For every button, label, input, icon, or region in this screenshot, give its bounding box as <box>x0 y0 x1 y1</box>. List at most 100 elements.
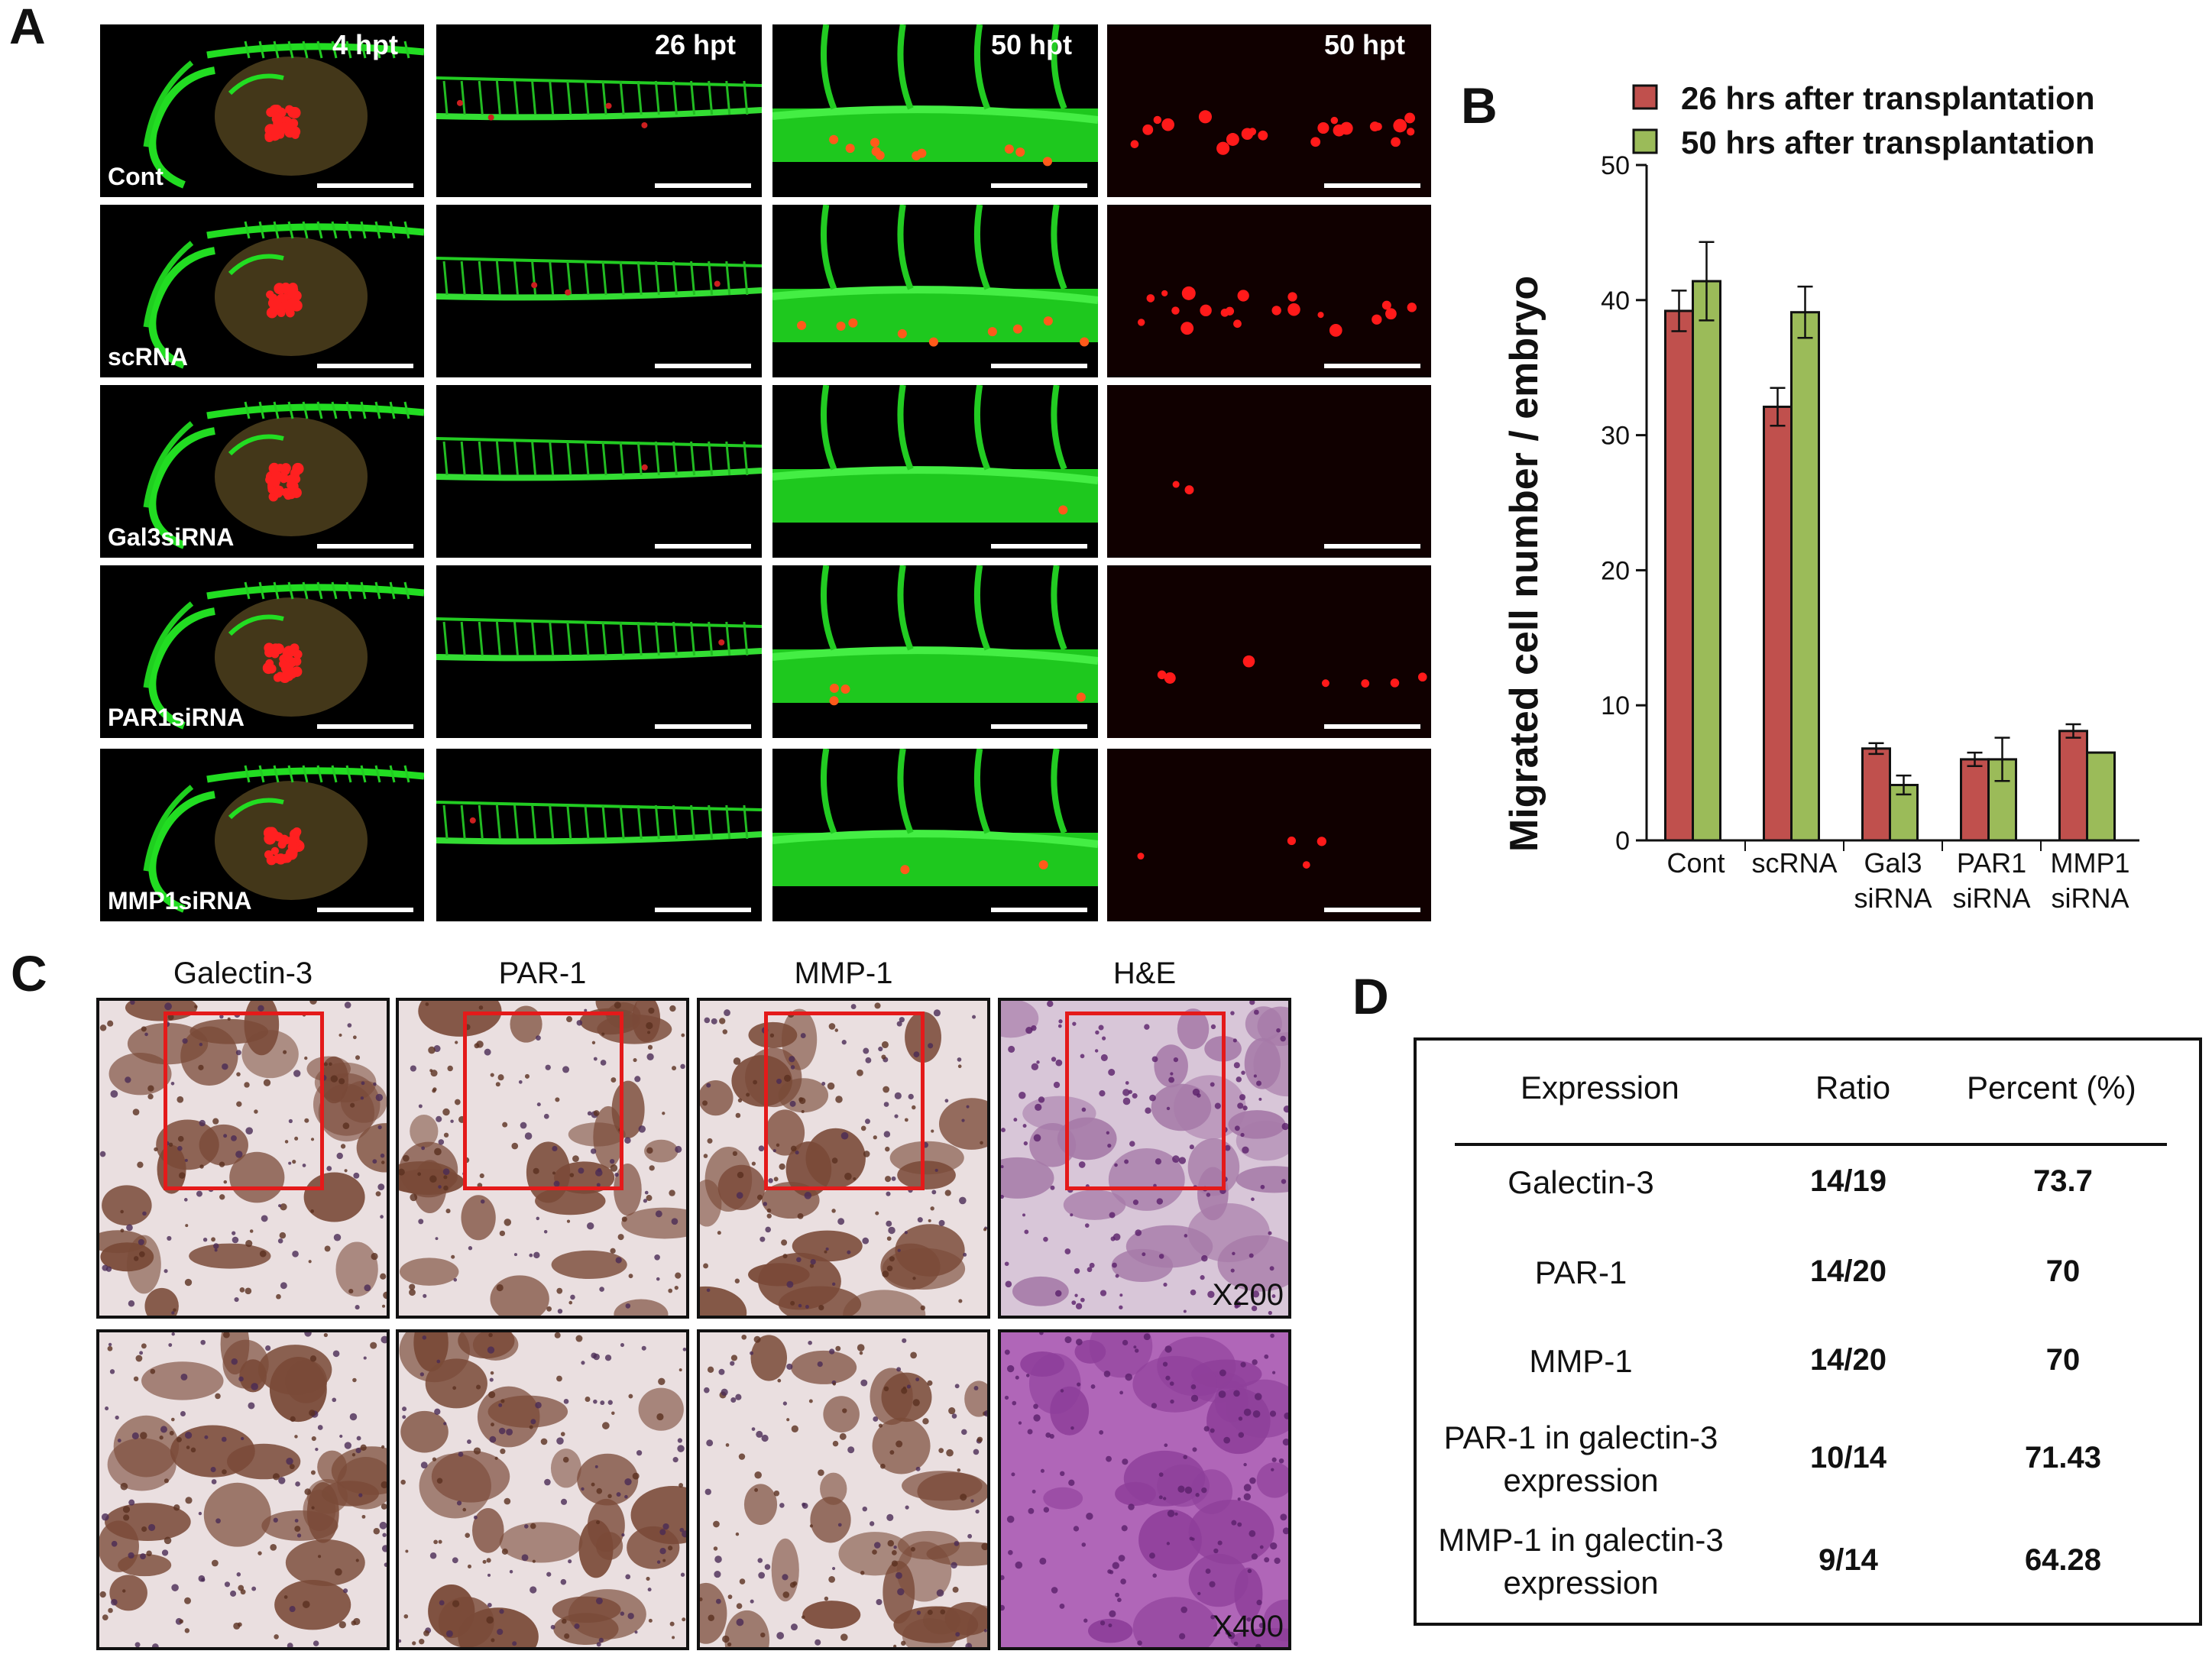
embryo-image <box>1107 565 1431 738</box>
condition-label: MMP1siRNA <box>108 887 252 914</box>
x-tick-label: Cont <box>1666 847 1725 879</box>
expression-cell: PAR-1 in galectin-3 expression <box>1432 1416 1730 1502</box>
embryo-image <box>1107 749 1431 921</box>
ihc-micrograph: X200 <box>998 998 1291 1319</box>
header-rule <box>1455 1143 2167 1146</box>
stain-title: PAR-1 <box>498 957 587 990</box>
embryo-image <box>436 565 762 738</box>
scale-bar <box>1324 544 1420 549</box>
fluorescence-micrograph <box>1107 205 1431 377</box>
x-tick-label: PAR1 <box>1957 847 2026 879</box>
scale-bar <box>1324 724 1420 729</box>
timepoint-label: 50 hpt <box>990 29 1072 60</box>
fluorescence-micrograph <box>436 801 762 845</box>
x-tick-label: siRNA <box>1854 882 1932 914</box>
scale-bar <box>655 183 751 188</box>
ihc-micrograph <box>96 1329 390 1650</box>
fluorescence-micrograph <box>772 749 1098 886</box>
embryo-image: 26 hpt <box>436 24 762 197</box>
scale-bar <box>1324 183 1420 188</box>
timepoint-label: 26 hpt <box>654 29 736 60</box>
embryo-image <box>772 749 1098 921</box>
embryo-image <box>436 205 762 377</box>
scale-bar <box>991 724 1087 729</box>
scale-bar <box>1324 364 1420 368</box>
expression-line: PAR-1 <box>1534 1254 1627 1290</box>
bar <box>1692 280 1721 842</box>
expression-cell: MMP-1 in galectin-3 expression <box>1432 1519 1730 1604</box>
embryo-image: scRNA <box>100 205 424 377</box>
scale-bar <box>317 183 413 188</box>
panel-label-d: D <box>1352 968 1389 1024</box>
header-expression: Expression <box>1521 1070 1679 1105</box>
ihc-micrograph <box>396 1329 689 1650</box>
x-tick-label: scRNA <box>1751 847 1837 879</box>
scale-bar <box>991 544 1087 549</box>
panel-a-row-4: MMP1siRNA <box>100 749 1431 921</box>
embryo-image <box>772 565 1098 738</box>
panel-a-row-0: 4 hpt Cont 26 hpt 50 hpt 50 hpt <box>100 24 1431 197</box>
fluorescence-micrograph <box>1107 24 1431 197</box>
y-tick-label: 10 <box>1601 691 1630 720</box>
embryo-image <box>436 749 762 921</box>
fluorescence-micrograph <box>1107 749 1431 921</box>
embryo-image <box>772 205 1098 377</box>
y-tick-label: 40 <box>1601 286 1630 316</box>
ratio-cell: 14/20 <box>1809 1343 1887 1377</box>
scale-bar <box>991 183 1087 188</box>
ihc-micrograph <box>96 998 390 1319</box>
scale-bar <box>1324 908 1420 912</box>
x-tick-label: siRNA <box>1952 882 2030 914</box>
bar <box>1664 309 1694 842</box>
ratio-cell: 9/14 <box>1819 1543 1878 1577</box>
condition-label: scRNA <box>108 343 188 371</box>
header-ratio: Ratio <box>1815 1070 1891 1105</box>
expression-cell: Galectin-3 <box>1432 1161 1730 1204</box>
fluorescence-micrograph <box>143 765 424 913</box>
percent-cell: 70 <box>2045 1343 2081 1377</box>
fluorescence-micrograph <box>772 24 1098 167</box>
scale-bar <box>655 364 751 368</box>
embryo-image <box>1107 205 1431 377</box>
x-tick-label: Gal3 <box>1864 847 1922 879</box>
condition-label: PAR1siRNA <box>108 704 245 731</box>
embryo-image <box>772 385 1098 558</box>
panel-label-a: A <box>9 0 46 54</box>
scale-bar <box>317 364 413 368</box>
fluorescence-micrograph <box>772 565 1098 706</box>
ihc-micrograph <box>396 998 689 1319</box>
ratio-cell: 10/14 <box>1809 1441 1887 1474</box>
embryo-image: 50 hpt <box>772 24 1098 197</box>
embryo-image <box>436 385 762 558</box>
fluorescence-micrograph <box>772 205 1098 347</box>
zoom-region-box <box>463 1012 623 1190</box>
panel-a-row-3: PAR1siRNA <box>100 565 1431 738</box>
bar <box>1960 758 1990 842</box>
bar <box>2058 730 2088 842</box>
header-percent: Percent (%) <box>1967 1070 2136 1105</box>
scale-bar <box>655 724 751 729</box>
ihc-micrograph: X400 <box>998 1329 1291 1650</box>
condition-label: Cont <box>108 163 164 190</box>
y-tick-label: 50 <box>1601 151 1630 180</box>
embryo-image: PAR1siRNA <box>100 565 424 738</box>
embryo-image: Gal3siRNA <box>100 385 424 558</box>
embryo-image <box>1107 385 1431 558</box>
bar <box>2086 751 2116 842</box>
scale-bar <box>317 544 413 549</box>
expression-line: PAR-1 in galectin-3 <box>1443 1419 1718 1455</box>
scale-bar <box>655 908 751 912</box>
fluorescence-micrograph <box>1107 565 1431 738</box>
percent-cell: 71.43 <box>2024 1441 2102 1474</box>
fluorescence-micrograph <box>143 581 424 730</box>
scale-bar <box>991 908 1087 912</box>
scale-bar <box>991 364 1087 368</box>
fluorescence-micrograph <box>143 401 424 549</box>
stain-title: MMP-1 <box>794 957 893 990</box>
y-axis-title: Migrated cell number / embryo <box>1502 276 1546 852</box>
x-tick-label: MMP1 <box>2050 847 2129 879</box>
fluorescence-micrograph <box>436 76 762 128</box>
stain-title: H&E <box>1112 957 1177 990</box>
embryo-image: MMP1siRNA <box>100 749 424 921</box>
fluorescence-micrograph <box>1107 385 1431 558</box>
